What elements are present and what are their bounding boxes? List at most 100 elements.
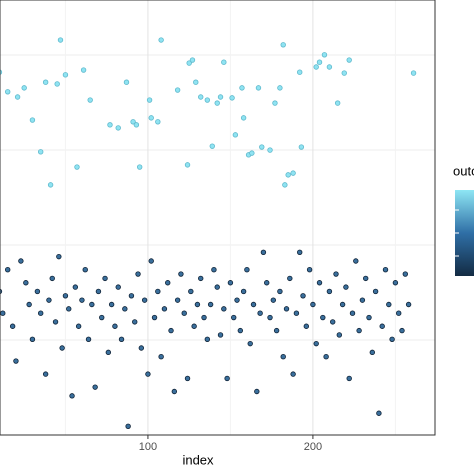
point <box>42 371 49 377</box>
point <box>359 297 366 303</box>
point <box>178 271 184 277</box>
point <box>18 258 24 264</box>
point <box>107 122 113 128</box>
point <box>310 301 316 308</box>
point <box>136 164 143 170</box>
point <box>250 301 257 308</box>
point <box>130 119 136 125</box>
x-tick-label: 200 <box>304 441 322 453</box>
point <box>334 100 341 106</box>
point <box>389 336 395 342</box>
point <box>247 340 253 347</box>
point <box>217 332 224 338</box>
point <box>346 375 352 382</box>
grid <box>0 0 435 435</box>
point <box>133 122 140 128</box>
point <box>146 97 153 103</box>
point <box>290 371 296 377</box>
point <box>330 319 336 325</box>
point <box>57 37 64 43</box>
point <box>118 336 125 342</box>
colorbar <box>455 190 474 276</box>
points <box>0 37 417 429</box>
point <box>300 293 306 299</box>
point <box>285 172 291 178</box>
point <box>323 354 329 360</box>
point <box>62 72 69 78</box>
point <box>287 275 293 282</box>
point <box>95 288 102 295</box>
point <box>188 288 194 295</box>
point <box>23 280 29 286</box>
point <box>0 310 6 316</box>
point <box>158 37 164 43</box>
point <box>363 275 369 282</box>
point <box>267 314 273 321</box>
point <box>168 327 174 334</box>
point <box>62 293 69 299</box>
point <box>186 60 192 66</box>
point <box>69 393 75 399</box>
point <box>72 284 79 290</box>
point <box>372 288 379 295</box>
point <box>277 85 283 91</box>
point <box>277 288 283 295</box>
point <box>135 271 141 277</box>
point <box>326 288 333 295</box>
point <box>194 301 201 308</box>
point <box>297 249 303 255</box>
point <box>227 280 234 286</box>
point <box>161 306 168 312</box>
point <box>402 271 409 277</box>
point <box>273 327 280 334</box>
point <box>343 284 349 290</box>
point <box>155 288 161 295</box>
point <box>341 70 347 76</box>
point <box>405 301 412 308</box>
point <box>255 85 262 91</box>
point <box>66 306 72 312</box>
point <box>346 57 352 63</box>
point <box>174 297 181 303</box>
point <box>102 275 108 282</box>
point <box>297 69 303 75</box>
point <box>49 275 55 282</box>
point <box>259 144 265 150</box>
point <box>4 267 11 273</box>
point <box>303 323 310 329</box>
point <box>316 59 323 65</box>
point <box>201 314 207 321</box>
point <box>349 310 356 316</box>
point <box>221 59 227 65</box>
point <box>267 147 273 153</box>
point <box>264 280 270 286</box>
point <box>59 345 65 351</box>
point <box>74 164 80 170</box>
point <box>115 284 121 290</box>
point <box>260 249 267 255</box>
legend-title: outc <box>453 163 474 178</box>
point <box>193 79 199 85</box>
point <box>141 297 148 303</box>
point <box>82 267 88 273</box>
point <box>204 97 211 103</box>
point <box>89 301 95 308</box>
point <box>240 115 247 121</box>
point <box>333 271 339 277</box>
point <box>34 288 41 295</box>
point <box>13 358 19 364</box>
point <box>396 310 402 316</box>
point <box>29 336 36 342</box>
point <box>293 310 300 316</box>
point <box>158 354 164 360</box>
point <box>198 94 204 100</box>
point <box>52 319 59 325</box>
point <box>75 323 82 329</box>
point <box>321 52 328 58</box>
point <box>80 67 87 73</box>
point <box>165 280 171 286</box>
point <box>244 267 250 273</box>
point <box>9 323 16 329</box>
point <box>171 388 178 395</box>
point <box>42 79 49 85</box>
